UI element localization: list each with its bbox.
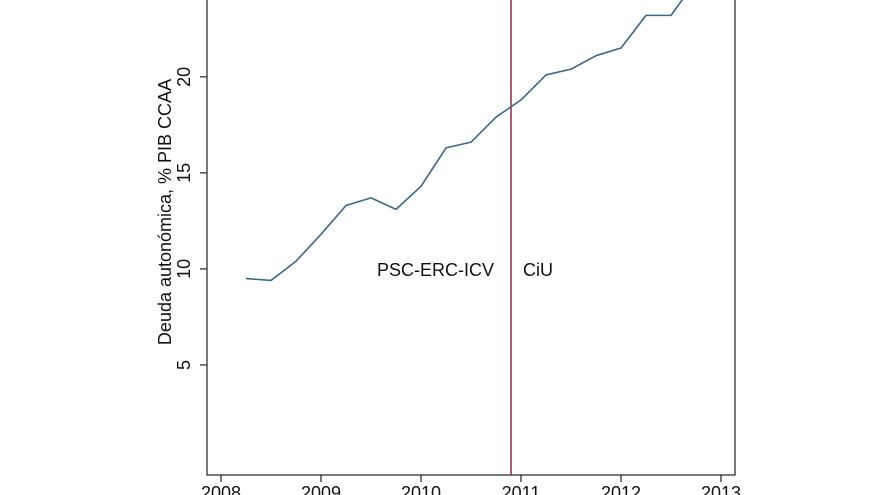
annotation: CiU <box>523 260 553 280</box>
x-tick-label: 2010 <box>401 483 441 495</box>
y-tick-label: 15 <box>174 163 194 183</box>
y-tick-label: 10 <box>174 259 194 279</box>
y-tick-label: 20 <box>174 67 194 87</box>
x-tick-label: 2013 <box>701 483 741 495</box>
plot-frame <box>206 0 736 476</box>
x-tick-label: 2009 <box>301 483 341 495</box>
y-tick-label: 5 <box>174 360 194 370</box>
annotation: PSC-ERC-ICV <box>377 260 494 280</box>
y-axis-label: Deuda autonómica, % PIB CCAA <box>155 79 175 345</box>
x-tick-label: 2011 <box>502 483 541 495</box>
plot-area <box>245 0 684 475</box>
x-tick-label: 2008 <box>201 483 241 495</box>
data-line <box>245 0 684 282</box>
x-tick-label: 2012 <box>601 483 641 495</box>
